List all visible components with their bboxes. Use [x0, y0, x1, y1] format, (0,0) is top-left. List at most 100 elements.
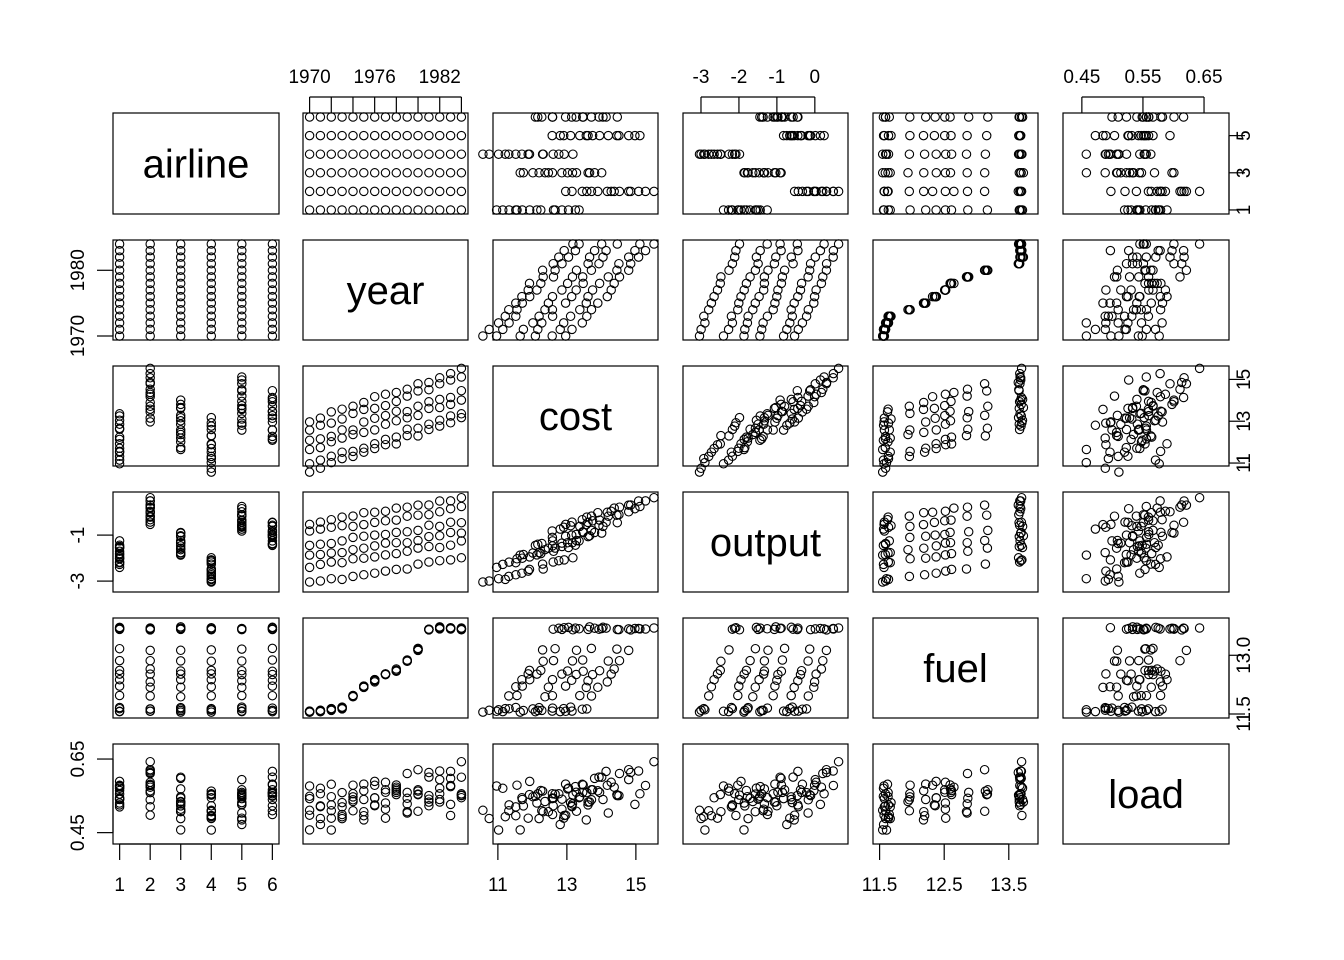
- point: [445, 205, 456, 215]
- point: [785, 318, 795, 328]
- scatter-load-vs-output: [694, 756, 844, 835]
- point: [877, 805, 888, 816]
- point: [337, 433, 347, 443]
- point: [504, 806, 514, 816]
- point: [789, 815, 799, 825]
- point: [782, 420, 792, 431]
- point: [809, 291, 820, 302]
- point: [583, 130, 593, 141]
- point: [1113, 431, 1123, 442]
- point: [380, 538, 391, 548]
- point: [635, 789, 645, 799]
- point: [743, 813, 753, 824]
- point: [982, 789, 993, 799]
- point: [883, 186, 893, 197]
- tick-label: 11.5: [862, 875, 898, 896]
- point: [434, 774, 445, 785]
- point: [550, 643, 560, 654]
- point: [565, 130, 576, 141]
- point: [750, 682, 761, 692]
- point: [878, 540, 889, 551]
- point: [700, 705, 710, 715]
- point: [745, 272, 755, 282]
- point: [602, 677, 613, 687]
- point: [424, 794, 434, 804]
- point: [1121, 413, 1132, 424]
- point: [797, 318, 808, 328]
- point: [718, 781, 729, 791]
- point: [145, 417, 155, 427]
- point: [946, 439, 957, 449]
- point: [940, 506, 951, 517]
- point: [445, 766, 456, 777]
- point: [114, 546, 125, 557]
- point: [304, 459, 315, 469]
- point: [267, 272, 278, 282]
- point: [809, 682, 819, 693]
- point: [963, 546, 973, 557]
- point: [741, 205, 752, 215]
- point: [237, 676, 247, 686]
- point: [267, 239, 278, 249]
- point: [304, 805, 315, 816]
- point: [326, 457, 337, 468]
- point: [1132, 443, 1142, 454]
- point: [114, 272, 125, 282]
- point: [1127, 622, 1138, 632]
- point: [348, 408, 358, 419]
- point: [175, 272, 186, 282]
- point: [755, 245, 765, 256]
- point: [1143, 311, 1154, 322]
- point: [547, 311, 558, 322]
- point: [557, 168, 567, 178]
- point: [1135, 205, 1145, 215]
- point: [1175, 384, 1185, 395]
- point: [945, 416, 956, 426]
- point: [1116, 285, 1126, 295]
- point: [511, 570, 521, 580]
- point: [805, 258, 816, 269]
- point: [424, 397, 434, 407]
- point: [524, 564, 535, 575]
- point: [524, 665, 535, 676]
- point: [434, 794, 445, 805]
- point: [603, 656, 614, 666]
- point: [763, 265, 773, 276]
- point: [1148, 112, 1158, 122]
- point: [1144, 285, 1154, 295]
- point: [534, 311, 544, 322]
- point: [424, 130, 434, 141]
- point: [601, 112, 611, 122]
- point: [380, 506, 391, 517]
- point: [1014, 385, 1024, 396]
- point: [586, 643, 597, 654]
- point: [413, 112, 423, 122]
- point: [1016, 555, 1026, 566]
- point: [434, 130, 445, 141]
- point: [237, 665, 247, 676]
- point: [919, 543, 929, 553]
- point: [1127, 702, 1137, 712]
- point: [736, 674, 746, 685]
- point: [612, 790, 623, 801]
- point: [793, 245, 803, 256]
- point: [918, 519, 929, 530]
- point: [114, 291, 125, 302]
- point: [734, 412, 745, 423]
- point: [267, 406, 278, 417]
- point: [145, 391, 155, 402]
- point: [424, 531, 434, 542]
- point: [359, 519, 369, 530]
- point: [337, 520, 347, 531]
- point: [557, 205, 567, 215]
- point: [804, 386, 815, 396]
- point: [940, 410, 950, 421]
- point: [547, 788, 558, 799]
- point: [778, 706, 789, 716]
- point: [424, 767, 434, 778]
- point: [979, 168, 990, 178]
- point: [793, 130, 803, 141]
- point: [348, 571, 358, 582]
